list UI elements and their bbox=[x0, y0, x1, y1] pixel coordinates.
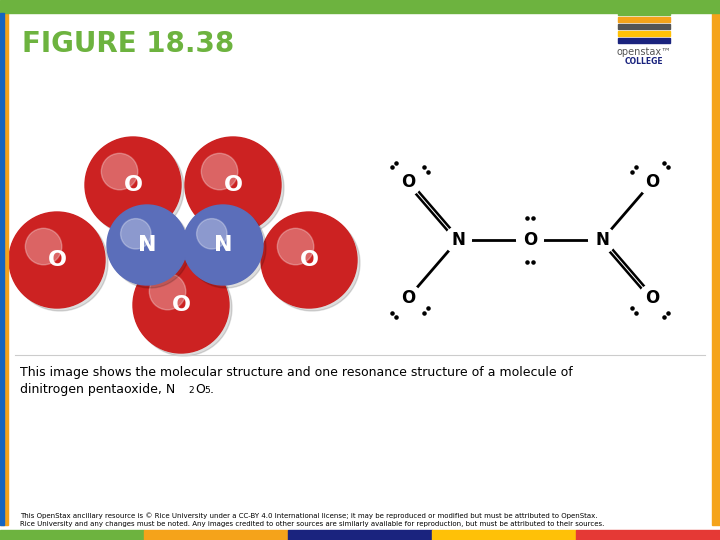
Circle shape bbox=[185, 137, 281, 233]
Circle shape bbox=[517, 227, 543, 253]
Text: O: O bbox=[195, 383, 205, 396]
Text: openstax™: openstax™ bbox=[616, 47, 672, 57]
Text: O: O bbox=[645, 289, 659, 307]
Bar bbox=[0, 525, 720, 540]
Text: Rice University and any changes must be noted. Any images credited to other sour: Rice University and any changes must be … bbox=[20, 521, 604, 527]
Text: N: N bbox=[214, 235, 233, 255]
Circle shape bbox=[395, 169, 421, 195]
Text: COLLEGE: COLLEGE bbox=[625, 57, 663, 66]
Text: N: N bbox=[451, 231, 465, 249]
Text: This image shows the molecular structure and one resonance structure of a molecu: This image shows the molecular structure… bbox=[20, 366, 572, 379]
Circle shape bbox=[9, 212, 105, 308]
Circle shape bbox=[445, 227, 471, 253]
Bar bbox=[0, 13, 4, 525]
Circle shape bbox=[395, 285, 421, 311]
Bar bbox=[576, 530, 720, 540]
Text: O: O bbox=[300, 250, 318, 270]
Circle shape bbox=[136, 260, 232, 356]
Text: O: O bbox=[48, 250, 66, 270]
Bar bbox=[618, 31, 670, 36]
Bar bbox=[288, 530, 432, 540]
Circle shape bbox=[639, 169, 665, 195]
Bar bbox=[432, 530, 576, 540]
Circle shape bbox=[202, 153, 238, 190]
Bar bbox=[618, 17, 670, 22]
Text: .: . bbox=[210, 383, 214, 396]
Circle shape bbox=[107, 205, 187, 285]
Bar bbox=[618, 24, 670, 29]
Text: dinitrogen pentaoxide, N: dinitrogen pentaoxide, N bbox=[20, 383, 175, 396]
Circle shape bbox=[261, 212, 357, 308]
Circle shape bbox=[107, 205, 187, 285]
Text: 5: 5 bbox=[204, 386, 210, 395]
Text: This OpenStax ancillary resource is © Rice University under a CC-BY 4.0 Internat: This OpenStax ancillary resource is © Ri… bbox=[20, 512, 598, 519]
Circle shape bbox=[183, 205, 263, 285]
Text: 2: 2 bbox=[188, 386, 194, 395]
Text: O: O bbox=[401, 173, 415, 191]
Circle shape bbox=[88, 140, 184, 236]
Text: O: O bbox=[124, 175, 143, 195]
Text: N: N bbox=[138, 235, 156, 255]
Circle shape bbox=[149, 273, 186, 310]
Circle shape bbox=[186, 208, 266, 288]
Bar bbox=[0, 13, 8, 525]
Bar bbox=[712, 13, 720, 525]
Circle shape bbox=[133, 257, 229, 353]
Bar bbox=[618, 10, 670, 15]
Circle shape bbox=[110, 208, 190, 288]
Text: O: O bbox=[171, 295, 191, 315]
Circle shape bbox=[9, 212, 105, 308]
Bar bbox=[618, 38, 670, 43]
Text: N: N bbox=[595, 231, 609, 249]
Bar bbox=[0, 0, 720, 13]
Circle shape bbox=[121, 219, 151, 249]
Circle shape bbox=[85, 137, 181, 233]
Text: O: O bbox=[401, 289, 415, 307]
Circle shape bbox=[261, 212, 357, 308]
Text: O: O bbox=[223, 175, 243, 195]
Circle shape bbox=[589, 227, 615, 253]
Text: O: O bbox=[645, 173, 659, 191]
Circle shape bbox=[188, 140, 284, 236]
Circle shape bbox=[639, 285, 665, 311]
Circle shape bbox=[264, 215, 360, 311]
Text: FIGURE 18.38: FIGURE 18.38 bbox=[22, 30, 234, 58]
Circle shape bbox=[25, 228, 62, 265]
Circle shape bbox=[12, 215, 108, 311]
Text: O: O bbox=[523, 231, 537, 249]
Circle shape bbox=[277, 228, 314, 265]
Bar bbox=[0, 530, 144, 540]
Bar bbox=[144, 530, 288, 540]
Circle shape bbox=[183, 205, 263, 285]
Circle shape bbox=[197, 219, 227, 249]
Circle shape bbox=[185, 137, 281, 233]
Circle shape bbox=[102, 153, 138, 190]
Circle shape bbox=[133, 257, 229, 353]
Circle shape bbox=[85, 137, 181, 233]
